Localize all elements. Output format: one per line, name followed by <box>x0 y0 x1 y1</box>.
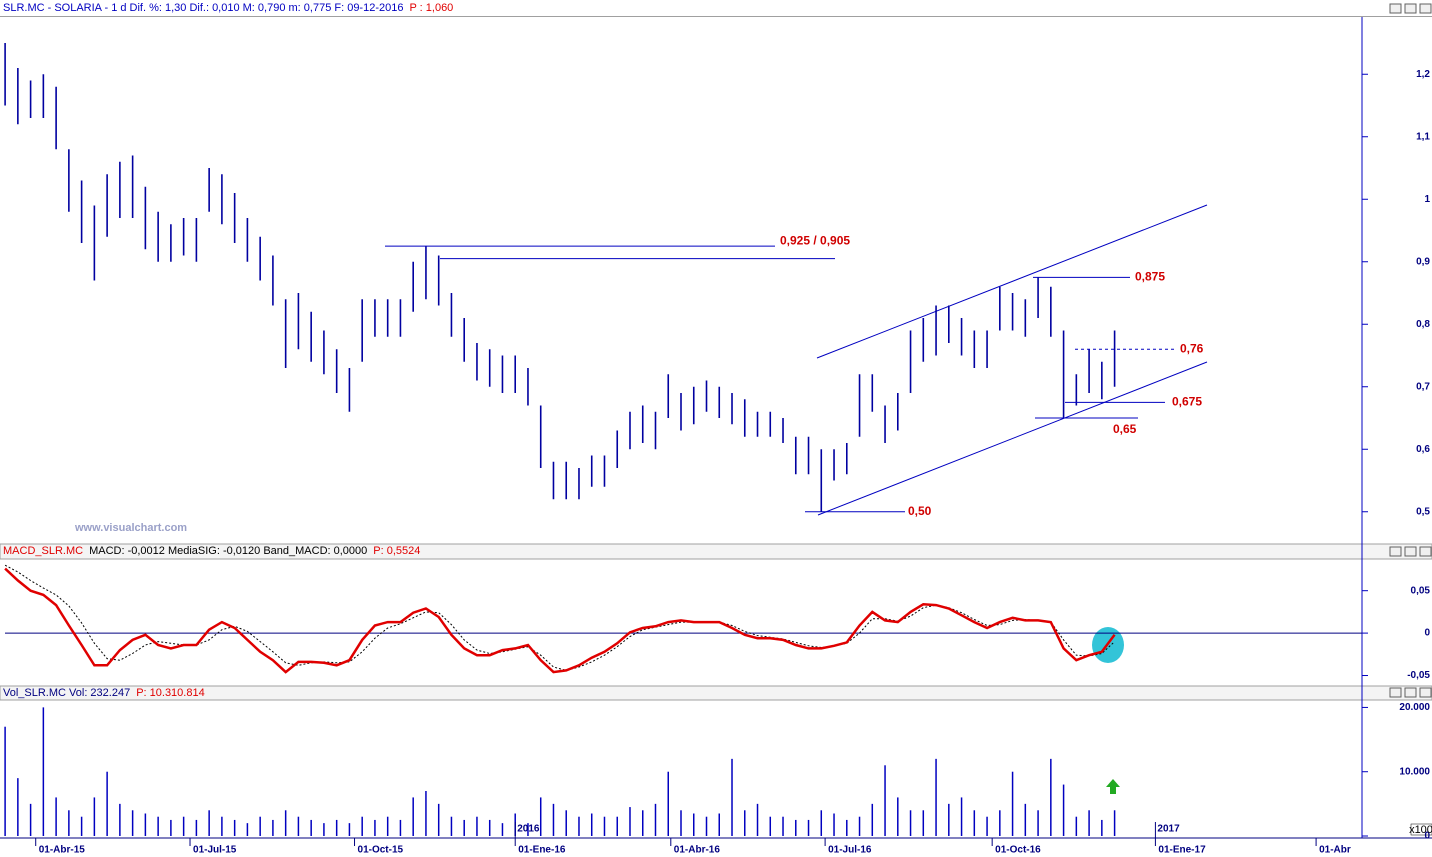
y-tick-label: 0 <box>1424 831 1430 842</box>
y-tick-label: 20.000 <box>1399 702 1430 713</box>
x-tick-label: 01-Abr <box>1319 845 1351 856</box>
header-text: P: 10.310.814 <box>136 687 205 699</box>
header-text: SLR.MC - SOLARIA - 1 d Dif. %: 1,30 Dif.… <box>3 2 403 14</box>
maximize-button[interactable] <box>1404 687 1417 698</box>
minimize-button[interactable] <box>1389 546 1402 557</box>
level-label: 0,76 <box>1180 341 1204 355</box>
panel-header <box>0 543 1432 560</box>
maximize-button[interactable] <box>1404 3 1417 14</box>
header-text: MACD_SLR.MC <box>3 545 83 557</box>
close-button[interactable] <box>1419 3 1432 14</box>
level-label: 0,925 / 0,905 <box>780 233 850 247</box>
y-tick-label: 10.000 <box>1399 766 1430 777</box>
unit-box <box>1410 823 1432 836</box>
x-tick-label: 01-Ene-16 <box>518 845 566 856</box>
y-tick-label: -0,05 <box>1407 670 1430 681</box>
y-tick-label: 1,1 <box>1416 131 1430 142</box>
level-label: 0,50 <box>908 504 932 518</box>
unit-label: x100 <box>1409 824 1432 836</box>
channel-lower <box>817 361 1208 516</box>
level-label: 0,65 <box>1113 422 1137 436</box>
x-tick-label: 01-Jul-16 <box>828 845 872 856</box>
level-label: 0,875 <box>1135 270 1165 284</box>
header-text: MACD: -0,0012 MediaSIG: -0,0120 Band_MAC… <box>89 545 367 557</box>
watermark: www.visualchart.com <box>74 522 187 534</box>
y-tick-label: 0,05 <box>1411 585 1431 596</box>
panel-header: MACD_SLR.MC MACD: -0,0012 MediaSIG: -0,01… <box>3 545 420 557</box>
year-label: 2017 <box>1157 824 1180 835</box>
panel-header: Vol_SLR.MC Vol: 232.247 P: 10.310.814 <box>3 687 205 699</box>
header-text: Vol_SLR.MC Vol: 232.247 <box>3 687 130 699</box>
x-tick-label: 01-Oct-16 <box>995 845 1041 856</box>
y-tick-label: 0,9 <box>1416 256 1430 267</box>
close-button[interactable] <box>1419 546 1432 557</box>
y-tick-label: 0,7 <box>1416 381 1430 392</box>
maximize-button[interactable] <box>1404 546 1417 557</box>
year-label: 2016 <box>517 824 540 835</box>
minimize-button[interactable] <box>1389 3 1402 14</box>
panel-header: SLR.MC - SOLARIA - 1 d Dif. %: 1,30 Dif.… <box>3 2 453 14</box>
level-label: 0,675 <box>1172 395 1202 409</box>
y-tick-label: 0,8 <box>1416 319 1430 330</box>
x-tick-label: 01-Ene-17 <box>1158 845 1206 856</box>
up-arrow <box>1106 779 1120 794</box>
channel-upper <box>816 204 1208 359</box>
panel-header <box>0 685 1432 701</box>
window-buttons[interactable] <box>1389 3 1432 698</box>
indicator-line <box>4 567 1116 674</box>
minimize-button[interactable] <box>1389 687 1402 698</box>
x-tick-label: 01-Oct-15 <box>358 845 404 856</box>
y-tick-label: 0,6 <box>1416 444 1430 455</box>
header-text: P: 0,5524 <box>373 545 420 557</box>
x-tick-label: 01-Abr-16 <box>674 845 721 856</box>
header-text: P : 1,060 <box>409 2 453 14</box>
y-tick-label: 0,5 <box>1416 506 1430 517</box>
y-tick-label: 1 <box>1424 194 1430 205</box>
x-tick-label: 01-Abr-15 <box>39 845 86 856</box>
close-button[interactable] <box>1419 687 1432 698</box>
x-tick-label: 01-Jul-15 <box>193 845 237 856</box>
y-tick-label: 1,2 <box>1416 69 1430 80</box>
y-tick-label: 0 <box>1424 628 1430 639</box>
